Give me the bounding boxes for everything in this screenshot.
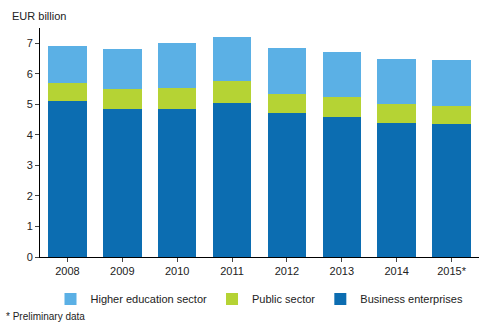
svg-text:6: 6 xyxy=(27,68,33,80)
svg-text:5: 5 xyxy=(27,98,33,110)
svg-text:2: 2 xyxy=(27,190,33,202)
svg-text:2014: 2014 xyxy=(384,265,408,277)
svg-text:Business enterprises: Business enterprises xyxy=(360,293,463,305)
svg-text:1: 1 xyxy=(27,220,33,232)
svg-text:7: 7 xyxy=(27,37,33,49)
svg-text:* Preliminary data: * Preliminary data xyxy=(6,311,85,322)
svg-text:2008: 2008 xyxy=(55,265,79,277)
svg-text:Higher education sector: Higher education sector xyxy=(91,293,208,305)
svg-text:0: 0 xyxy=(27,251,33,263)
svg-text:2010: 2010 xyxy=(165,265,189,277)
svg-text:2009: 2009 xyxy=(110,265,134,277)
svg-text:4: 4 xyxy=(27,129,33,141)
svg-text:3: 3 xyxy=(27,159,33,171)
svg-text:2013: 2013 xyxy=(330,265,354,277)
svg-text:EUR billion: EUR billion xyxy=(12,10,66,22)
svg-text:2012: 2012 xyxy=(275,265,299,277)
svg-text:2011: 2011 xyxy=(220,265,244,277)
svg-text:Public sector: Public sector xyxy=(252,293,315,305)
svg-text:2015*: 2015* xyxy=(437,265,466,277)
